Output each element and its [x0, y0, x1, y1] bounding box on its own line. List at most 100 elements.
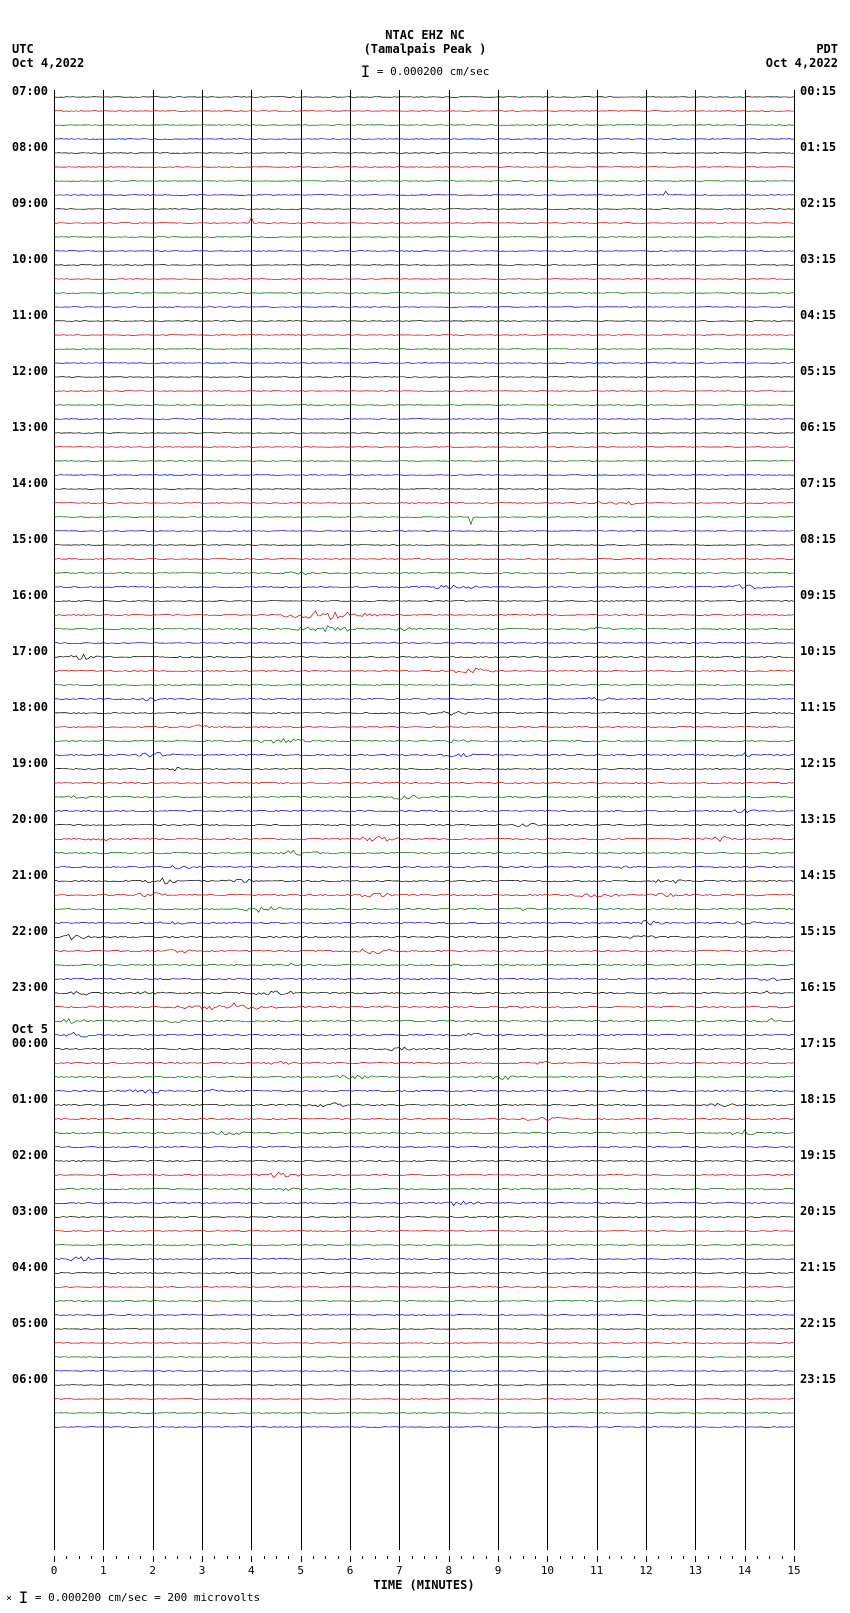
x-tick: [399, 1556, 400, 1562]
trace-row: [54, 804, 794, 818]
x-tick: [251, 1556, 252, 1562]
x-tick: [794, 1556, 795, 1562]
pdt-hour-label: 06:15: [800, 420, 850, 434]
trace-row: [54, 678, 794, 692]
trace-row: [54, 426, 794, 440]
date-right: Oct 4,2022: [766, 56, 838, 70]
trace-row: [54, 342, 794, 356]
trace-row: [54, 930, 794, 944]
tz-right: PDT: [816, 42, 838, 56]
trace-row: [54, 1280, 794, 1294]
trace-row: [54, 944, 794, 958]
x-tick: [498, 1556, 499, 1562]
trace-row: [54, 132, 794, 146]
trace-row: [54, 230, 794, 244]
x-tick-minor: [584, 1556, 585, 1559]
x-tick-minor: [683, 1556, 684, 1559]
pdt-hour-label: 02:15: [800, 196, 850, 210]
pdt-hour-label: 04:15: [800, 308, 850, 322]
x-tick-minor: [621, 1556, 622, 1559]
x-tick: [54, 1556, 55, 1562]
utc-hour-label: 10:00: [8, 252, 48, 266]
x-tick-minor: [523, 1556, 524, 1559]
x-tick: [301, 1556, 302, 1562]
trace-row: [54, 216, 794, 230]
trace-row: [54, 440, 794, 454]
trace-row: [54, 90, 794, 104]
x-tick-minor: [461, 1556, 462, 1559]
trace-row: [54, 776, 794, 790]
date-left: Oct 4,2022: [12, 56, 84, 70]
utc-hour-label: 22:00: [8, 924, 48, 938]
trace-row: [54, 160, 794, 174]
x-tick-label: 12: [639, 1564, 652, 1577]
x-tick-minor: [510, 1556, 511, 1559]
trace-row: [54, 986, 794, 1000]
x-tick-minor: [338, 1556, 339, 1559]
trace-row: [54, 314, 794, 328]
x-tick: [547, 1556, 548, 1562]
trace-row: [54, 664, 794, 678]
trace-row: [54, 706, 794, 720]
trace-row: [54, 398, 794, 412]
utc-hour-label: 14:00: [8, 476, 48, 490]
x-tick-minor: [375, 1556, 376, 1559]
utc-hour-label: 08:00: [8, 140, 48, 154]
x-tick: [597, 1556, 598, 1562]
pdt-hour-label: 23:15: [800, 1372, 850, 1386]
trace-row: [54, 1350, 794, 1364]
utc-hour-label: 00:00: [8, 1036, 48, 1050]
trace-row: [54, 538, 794, 552]
pdt-hour-label: 11:15: [800, 700, 850, 714]
x-tick-label: 14: [738, 1564, 751, 1577]
trace-row: [54, 608, 794, 622]
x-tick-minor: [732, 1556, 733, 1559]
pdt-hour-label: 20:15: [800, 1204, 850, 1218]
trace-row: [54, 1364, 794, 1378]
x-tick: [202, 1556, 203, 1562]
trace-row: [54, 874, 794, 888]
trace-row: [54, 1140, 794, 1154]
trace-row: [54, 384, 794, 398]
x-tick-minor: [658, 1556, 659, 1559]
trace-row: [54, 762, 794, 776]
x-tick-minor: [313, 1556, 314, 1559]
x-tick-minor: [436, 1556, 437, 1559]
trace-row: [54, 860, 794, 874]
trace-row: [54, 1042, 794, 1056]
trace-row: [54, 720, 794, 734]
seismogram-container: NTAC EHZ NC (Tamalpais Peak ) I = 0.0002…: [0, 0, 850, 1613]
x-tick-label: 7: [396, 1564, 403, 1577]
x-tick-minor: [782, 1556, 783, 1559]
x-tick-minor: [769, 1556, 770, 1559]
trace-row: [54, 1084, 794, 1098]
x-tick: [449, 1556, 450, 1562]
trace-row: [54, 692, 794, 706]
utc-hour-label: 05:00: [8, 1316, 48, 1330]
x-tick-label: 10: [541, 1564, 554, 1577]
x-tick-minor: [362, 1556, 363, 1559]
x-tick-label: 1: [100, 1564, 107, 1577]
pdt-hour-label: 01:15: [800, 140, 850, 154]
x-tick-minor: [757, 1556, 758, 1559]
tz-left: UTC: [12, 42, 34, 56]
utc-hour-label: 01:00: [8, 1092, 48, 1106]
utc-hour-label: 11:00: [8, 308, 48, 322]
pdt-hour-label: 10:15: [800, 644, 850, 658]
x-tick-minor: [66, 1556, 67, 1559]
x-tick-minor: [572, 1556, 573, 1559]
pdt-hour-label: 13:15: [800, 812, 850, 826]
pdt-hour-label: 05:15: [800, 364, 850, 378]
trace-row: [54, 1322, 794, 1336]
pdt-hour-label: 08:15: [800, 532, 850, 546]
trace-row: [54, 1014, 794, 1028]
pdt-hour-label: 21:15: [800, 1260, 850, 1274]
trace-row: [54, 1406, 794, 1420]
pdt-hour-label: 18:15: [800, 1092, 850, 1106]
utc-hour-label: 18:00: [8, 700, 48, 714]
utc-hour-label: 02:00: [8, 1148, 48, 1162]
trace-row: [54, 1252, 794, 1266]
x-tick-minor: [412, 1556, 413, 1559]
trace-row: [54, 524, 794, 538]
utc-hour-label: 17:00: [8, 644, 48, 658]
